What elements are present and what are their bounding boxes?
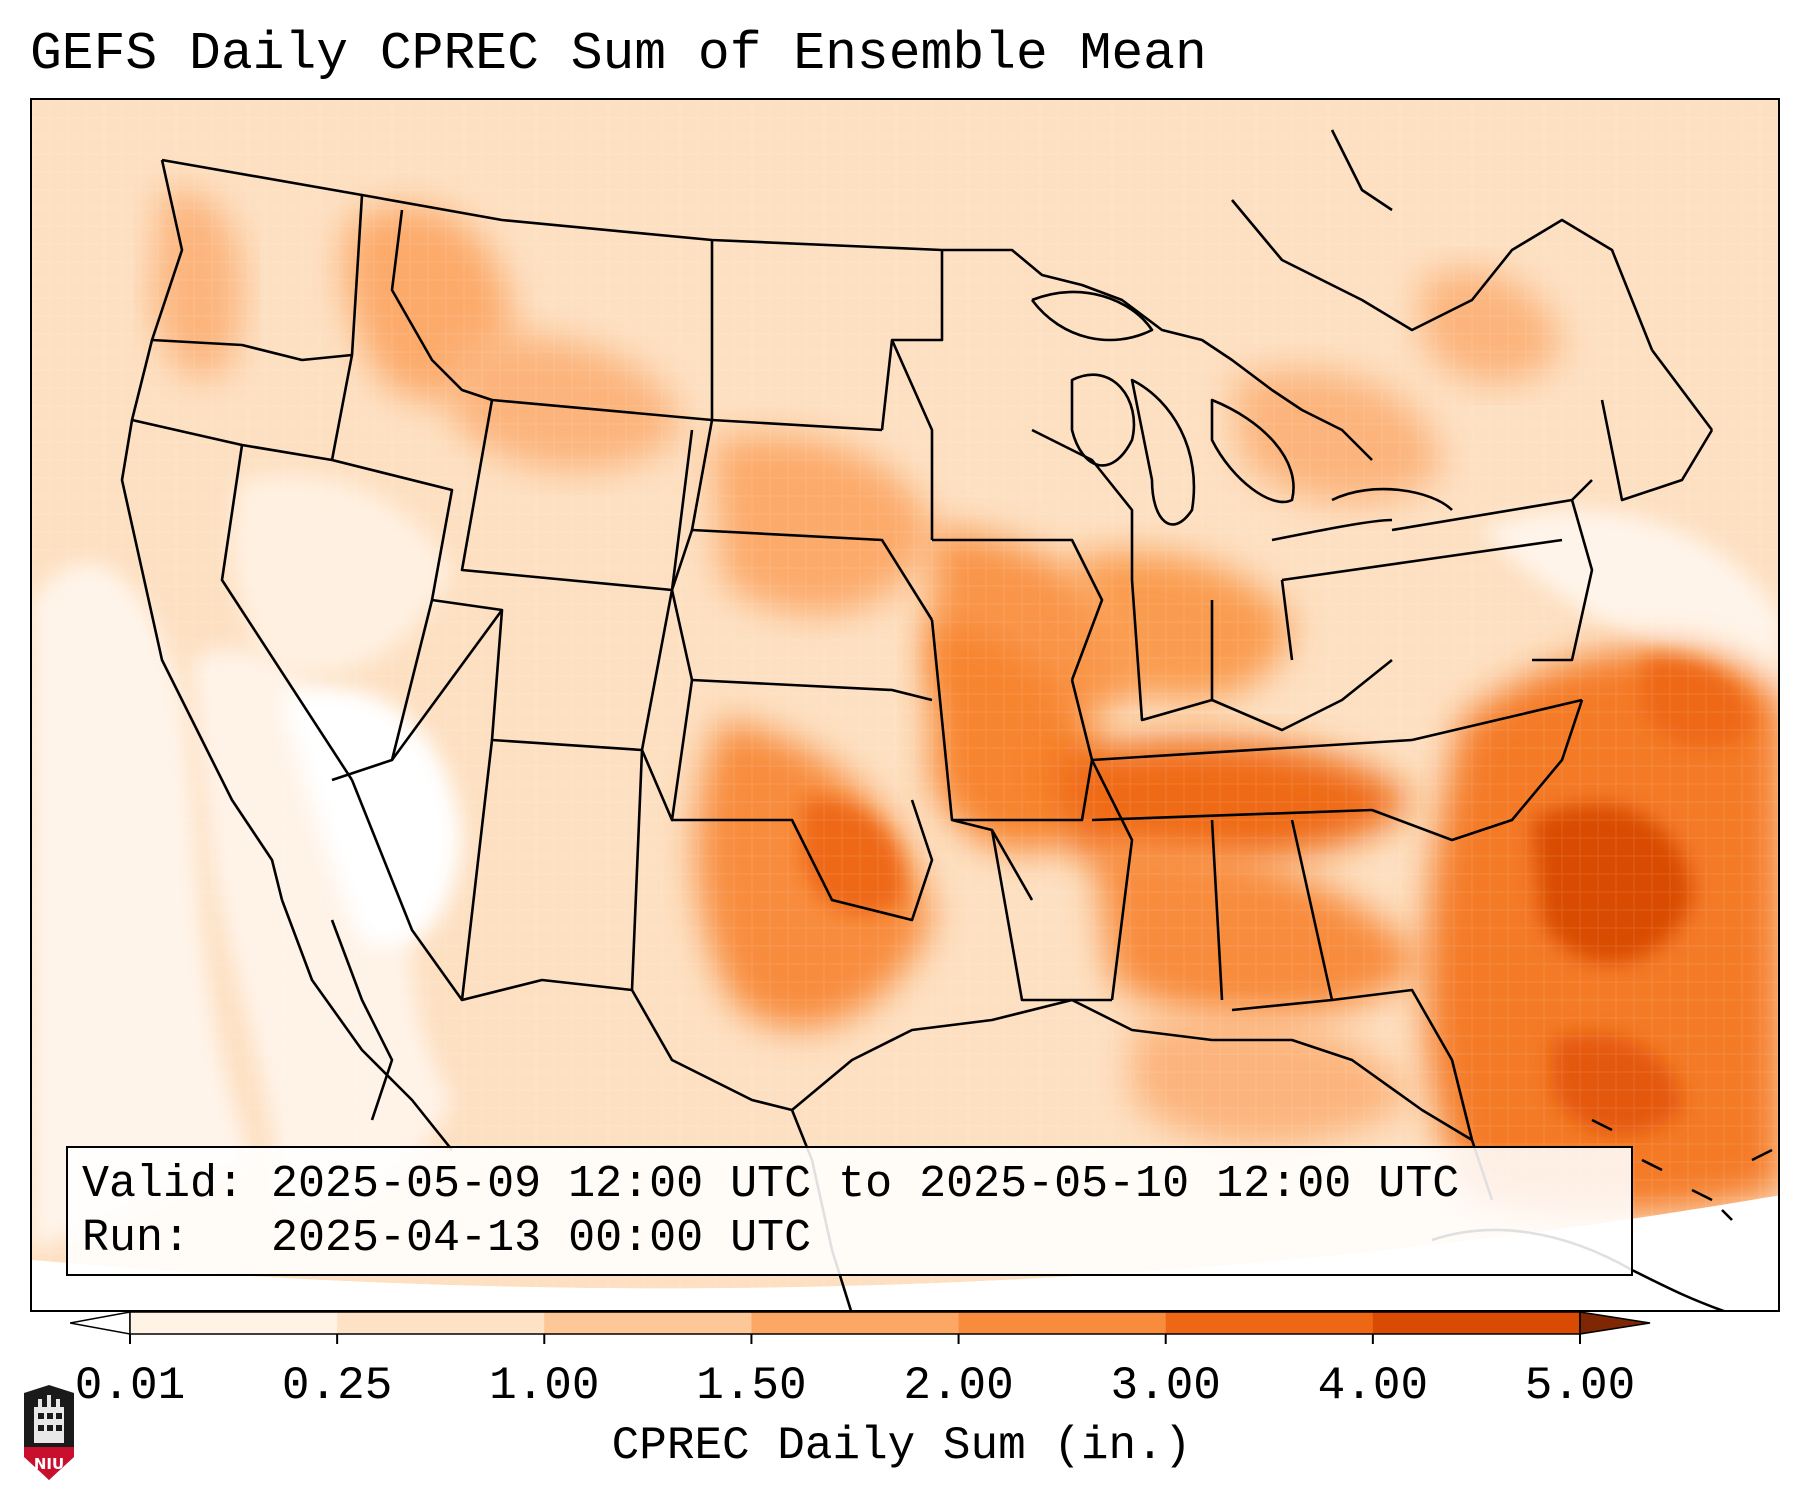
colorbar-segment	[130, 1312, 338, 1334]
colorbar-under-arrow	[70, 1312, 131, 1335]
colorbar-tick-label: 2.00	[903, 1360, 1014, 1412]
colorbar-tick-label: 0.25	[281, 1360, 393, 1412]
precip-map	[30, 98, 1780, 1312]
colorbar-outline	[129, 1312, 1581, 1335]
colorbar-tick-label: 4.00	[1317, 1360, 1429, 1412]
map-title: GEFS Daily CPREC Sum of Ensemble Mean	[30, 24, 1207, 84]
validity-info-box: Valid: 2025-05-09 12:00 UTC to 2025-05-1…	[66, 1146, 1633, 1276]
run-time-line: Run: 2025-04-13 00:00 UTC	[82, 1213, 812, 1264]
colorbar-segment	[544, 1312, 752, 1334]
colorbar-segment	[751, 1312, 960, 1334]
colorbar-segment	[337, 1312, 545, 1334]
logo-red-band	[24, 1447, 74, 1480]
colorbar-segment	[1165, 1312, 1374, 1334]
colorbar-title: CPREC Daily Sum (in.)	[611, 1420, 1192, 1472]
colorbar-segment	[1372, 1312, 1581, 1334]
colorbar	[70, 1312, 1651, 1344]
precip-field	[32, 100, 1778, 1310]
niu-logo: NIU	[24, 1385, 74, 1480]
colorbar-tick-label: 0.01	[74, 1360, 186, 1412]
colorbar-tick-label: 1.50	[696, 1360, 807, 1412]
colorbar-over-arrow	[1579, 1312, 1651, 1335]
colorbar-tick-label: 1.00	[489, 1360, 600, 1412]
valid-time-line: Valid: 2025-05-09 12:00 UTC to 2025-05-1…	[82, 1159, 1460, 1210]
colorbar-segment	[958, 1312, 1167, 1334]
colorbar-tick-label: 5.00	[1524, 1360, 1636, 1412]
colorbar-tick-label: 3.00	[1110, 1360, 1221, 1412]
logo-text: NIU	[34, 1455, 64, 1473]
map-canvas	[32, 100, 1778, 1310]
